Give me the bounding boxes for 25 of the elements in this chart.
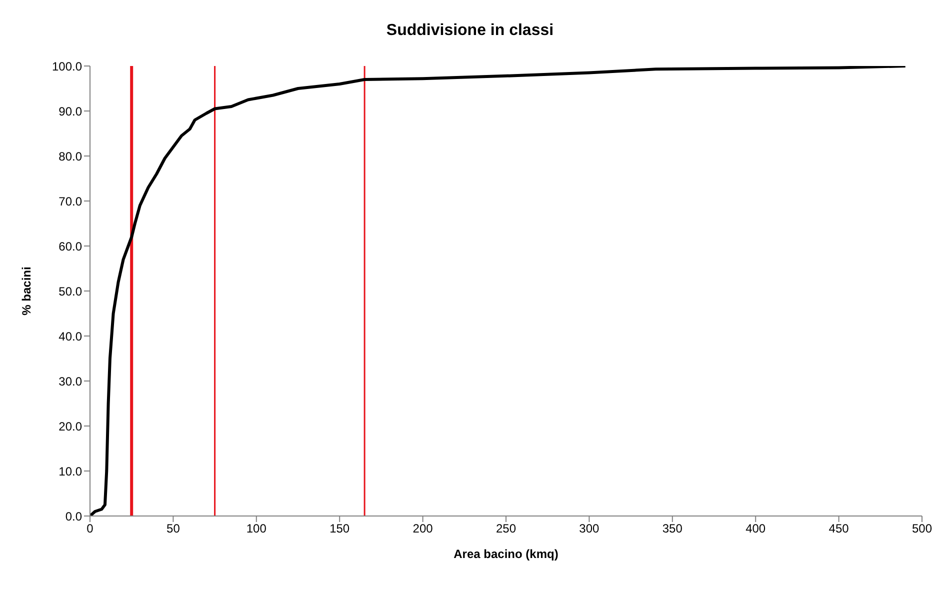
x-axis-title: Area bacino (kmq) [454, 547, 558, 561]
y-tick-label: 20.0 [58, 419, 82, 434]
y-tick-label: 0.0 [65, 509, 82, 524]
x-tick-label: 100 [246, 522, 267, 536]
chart-title: Suddivisione in classi [385, 22, 555, 41]
x-tick-label: 500 [912, 522, 932, 536]
x-tick-label: 350 [662, 522, 683, 536]
x-tick-label: 400 [746, 522, 766, 536]
x-tick-label: 300 [579, 522, 600, 536]
x-tick-label: 200 [412, 522, 434, 536]
y-axis-title: % bacini [19, 266, 34, 316]
y-tick-label: 90.0 [58, 104, 82, 118]
y-tick-label: 40.0 [58, 329, 82, 344]
x-tick-label: 0 [86, 522, 94, 536]
x-tick-label: 450 [828, 522, 850, 536]
y-tick-label: 80.0 [58, 149, 82, 164]
y-tick-label: 70.0 [58, 194, 82, 208]
y-tick-label: 100.0 [52, 59, 82, 74]
y-tick-label: 10.0 [58, 464, 82, 478]
y-tick-label: 50.0 [58, 284, 82, 298]
y-tick-label: 60.0 [58, 239, 82, 254]
y-tick-label: 30.0 [58, 374, 82, 388]
x-tick-label: 150 [330, 522, 350, 536]
x-tick-label: 50 [166, 522, 180, 536]
x-tick-label: 250 [496, 522, 516, 536]
